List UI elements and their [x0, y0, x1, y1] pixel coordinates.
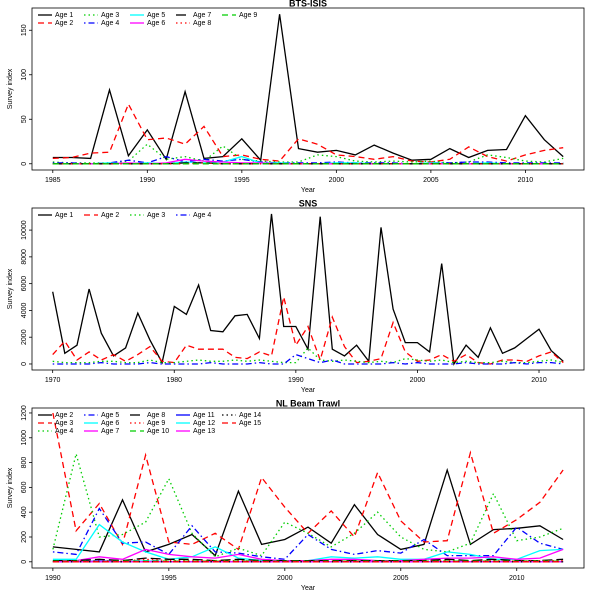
legend-label: Age 8 [193, 20, 211, 27]
legend-label: Age 10 [147, 428, 169, 435]
legend-label: Age 1 [55, 12, 73, 19]
legend-label: Age 2 [101, 212, 119, 219]
x-tick-label: 1990 [288, 377, 304, 384]
y-axis-label: Survey index [7, 268, 14, 309]
legend-label: Age 1 [55, 212, 73, 219]
y-tick-label: 6000 [21, 276, 28, 292]
legend-label: Age 3 [101, 12, 119, 19]
x-axis-label: Year [301, 387, 316, 394]
series-line [52, 451, 564, 558]
series-line [52, 143, 564, 164]
legend-label: Age 9 [239, 12, 257, 19]
x-axis-label: Year [301, 585, 316, 592]
y-tick-label: 4000 [21, 303, 28, 319]
legend-label: Age 4 [193, 212, 211, 219]
y-tick-label: 0 [21, 560, 28, 564]
series-line [52, 412, 564, 551]
y-axis-label: Survey index [7, 467, 14, 508]
plot-frame [31, 7, 585, 171]
series-line [52, 467, 564, 557]
y-tick-label: 800 [21, 457, 28, 469]
y-tick-label: 1200 [21, 405, 28, 421]
y-tick-label: 50 [21, 115, 28, 123]
y-tick-label: 150 [21, 24, 28, 36]
x-tick-label: 2010 [509, 575, 525, 582]
y-tick-label: 100 [21, 69, 28, 81]
chart-title: SNS [299, 198, 318, 208]
legend-label: Age 7 [101, 428, 119, 435]
legend-label: Age 3 [55, 420, 73, 427]
x-tick-label: 1980 [166, 377, 182, 384]
legend-label: Age 11 [193, 412, 215, 419]
chart-title: NL Beam Trawl [276, 398, 340, 408]
legend-label: Age 6 [147, 20, 165, 27]
y-tick-label: 0 [21, 162, 28, 166]
plot-frame [31, 407, 585, 569]
x-tick-label: 2010 [518, 177, 534, 184]
y-tick-label: 10000 [21, 220, 28, 240]
legend-label: Age 12 [193, 420, 215, 427]
x-tick-label: 2005 [423, 177, 439, 184]
x-tick-label: 1990 [140, 177, 156, 184]
legend-label: Age 7 [193, 12, 211, 19]
x-tick-label: 1995 [161, 575, 177, 582]
series-line [52, 213, 564, 366]
y-tick-label: 600 [21, 481, 28, 493]
legend-label: Age 4 [101, 20, 119, 27]
y-tick-label: 0 [21, 362, 28, 366]
series-line [52, 102, 564, 163]
legend-label: Age 2 [55, 412, 73, 419]
series-line [52, 296, 564, 365]
legend-label: Age 5 [101, 412, 119, 419]
legend-label: Age 13 [193, 428, 215, 435]
legend-label: Age 9 [147, 420, 165, 427]
legend-label: Age 3 [147, 212, 165, 219]
series-line [52, 353, 564, 365]
x-tick-label: 1995 [234, 177, 250, 184]
y-tick-label: 8000 [21, 249, 28, 265]
x-tick-label: 1970 [45, 377, 61, 384]
x-tick-label: 2000 [329, 177, 345, 184]
y-tick-label: 2000 [21, 329, 28, 345]
legend-label: Age 4 [55, 428, 73, 435]
x-tick-label: 1985 [45, 177, 61, 184]
series-line [52, 14, 564, 162]
x-tick-label: 2000 [277, 575, 293, 582]
y-tick-label: 200 [21, 531, 28, 543]
x-tick-label: 2005 [393, 575, 409, 582]
legend-label: Age 6 [101, 420, 119, 427]
y-tick-label: 1000 [21, 430, 28, 446]
legend-label: Age 15 [239, 420, 261, 427]
legend-label: Age 14 [239, 412, 261, 419]
x-axis-label: Year [301, 187, 316, 194]
x-tick-label: 2000 [410, 377, 426, 384]
x-tick-label: 1990 [45, 575, 61, 582]
x-tick-label: 2010 [531, 377, 547, 384]
legend-label: Age 5 [147, 12, 165, 19]
y-tick-label: 400 [21, 506, 28, 518]
chart-title: BTS-ISIS [289, 0, 327, 8]
series-line [52, 155, 564, 165]
legend-label: Age 8 [147, 412, 165, 419]
series-line [52, 507, 564, 560]
legend-label: Age 2 [55, 20, 73, 27]
plot-frame [31, 207, 585, 371]
y-axis-label: Survey index [7, 68, 14, 109]
